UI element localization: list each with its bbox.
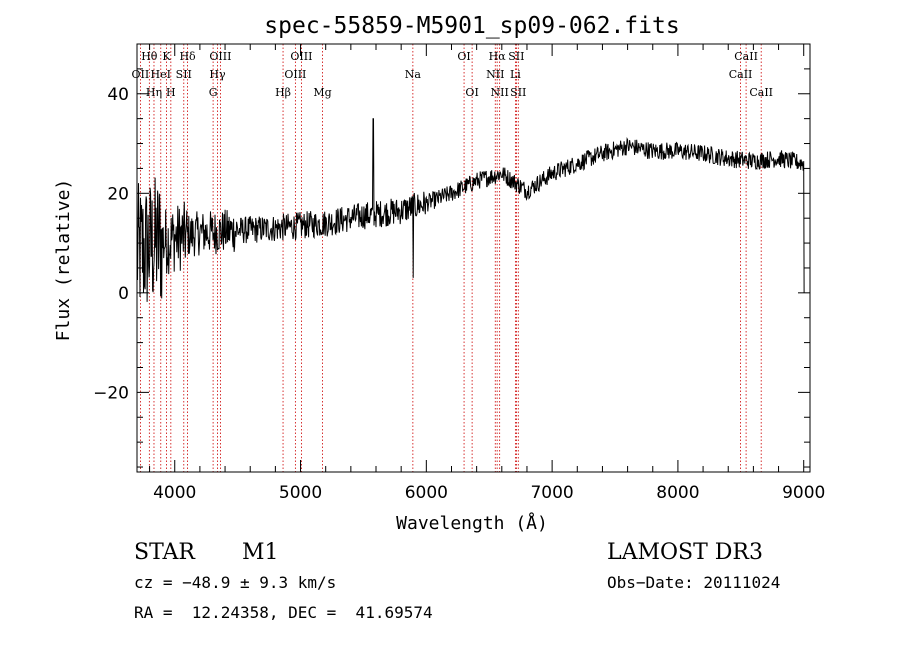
line-label: CaII — [734, 50, 758, 63]
line-label: CaII — [749, 86, 773, 99]
x-tick-label: 4000 — [153, 483, 196, 503]
line-label: SII — [510, 86, 526, 99]
line-label: OI — [465, 86, 478, 99]
spectrum-line — [136, 118, 805, 302]
y-axis-label: Flux (relative) — [53, 179, 74, 342]
y-tick-label: −20 — [93, 383, 129, 403]
line-label: Na — [405, 68, 422, 81]
line-label: Hα — [489, 50, 507, 63]
line-label: Mg — [313, 86, 331, 99]
y-axis: −20 0 20 40 — [93, 43, 810, 468]
line-label: OIII — [290, 50, 312, 63]
line-label: NII — [491, 86, 509, 99]
line-label: H — [166, 86, 176, 99]
line-label: OIII — [209, 50, 231, 63]
x-tick-label: 5000 — [279, 483, 322, 503]
object-subclass: M1 — [242, 540, 279, 565]
line-label: G — [209, 86, 218, 99]
y-tick-label: 0 — [118, 284, 129, 304]
line-label: Hδ — [179, 50, 196, 63]
line-label: OIII — [284, 68, 306, 81]
line-label: SII — [508, 50, 524, 63]
line-label: Hβ — [275, 86, 291, 99]
line-label: HeI — [151, 68, 171, 81]
line-label: Li — [510, 68, 521, 81]
line-label: SII — [176, 68, 192, 81]
x-axis-label: Wavelength (Å) — [396, 512, 548, 534]
plot-frame — [136, 43, 811, 473]
line-label: Hθ — [141, 50, 158, 63]
line-label: Hγ — [209, 68, 226, 81]
line-label: OI — [457, 50, 470, 63]
line-label: Hη — [146, 86, 162, 99]
observation-date: Obs−Date: 20111024 — [607, 573, 781, 592]
line-label: CaII — [729, 68, 753, 81]
survey-name: LAMOST DR3 — [607, 540, 763, 565]
y-tick-label: 40 — [107, 85, 129, 105]
ra-dec-coordinates: RA = 12.24358, DEC = 41.69574 — [134, 603, 433, 622]
line-label: NII — [486, 68, 504, 81]
emission-line-markers — [139, 44, 762, 472]
x-tick-label: 9000 — [782, 483, 825, 503]
y-tick-label: 20 — [107, 184, 129, 204]
redshift-cz: cz = −48.9 ± 9.3 km/s — [134, 573, 337, 592]
spectrum-trace — [136, 118, 805, 302]
x-axis: 4000 5000 6000 7000 8000 9000 — [149, 44, 825, 503]
object-class: STAR — [134, 540, 195, 565]
line-label: K — [162, 50, 171, 63]
line-label: OII — [132, 68, 150, 81]
chart-title: spec-55859-M5901_sp09-062.fits — [264, 13, 679, 39]
x-tick-label: 8000 — [656, 483, 699, 503]
x-tick-label: 7000 — [530, 483, 573, 503]
x-tick-label: 6000 — [405, 483, 448, 503]
